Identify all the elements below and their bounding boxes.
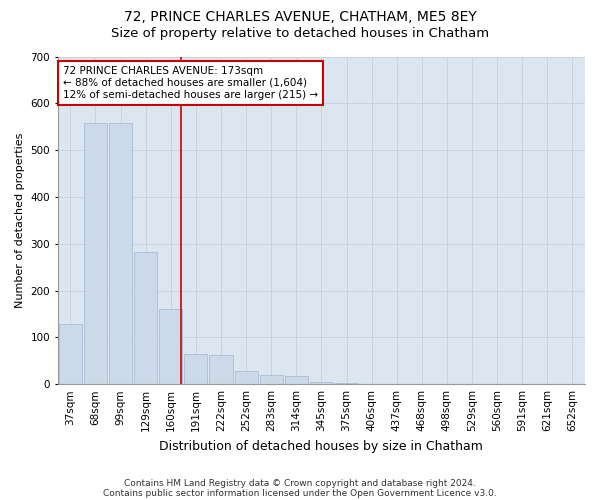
Bar xyxy=(159,310,182,384)
Y-axis label: Number of detached properties: Number of detached properties xyxy=(15,132,25,308)
Bar xyxy=(310,382,333,384)
Bar xyxy=(184,354,208,384)
Bar xyxy=(59,324,82,384)
Bar xyxy=(260,375,283,384)
Bar xyxy=(285,376,308,384)
Bar xyxy=(134,252,157,384)
Bar xyxy=(235,371,257,384)
Text: Contains HM Land Registry data © Crown copyright and database right 2024.: Contains HM Land Registry data © Crown c… xyxy=(124,478,476,488)
X-axis label: Distribution of detached houses by size in Chatham: Distribution of detached houses by size … xyxy=(160,440,484,452)
Bar xyxy=(84,123,107,384)
Bar xyxy=(209,354,233,384)
Text: 72, PRINCE CHARLES AVENUE, CHATHAM, ME5 8EY: 72, PRINCE CHARLES AVENUE, CHATHAM, ME5 … xyxy=(124,10,476,24)
Bar xyxy=(109,123,132,384)
Text: 72 PRINCE CHARLES AVENUE: 173sqm
← 88% of detached houses are smaller (1,604)
12: 72 PRINCE CHARLES AVENUE: 173sqm ← 88% o… xyxy=(63,66,318,100)
Text: Size of property relative to detached houses in Chatham: Size of property relative to detached ho… xyxy=(111,28,489,40)
Bar xyxy=(335,383,358,384)
Text: Contains public sector information licensed under the Open Government Licence v3: Contains public sector information licen… xyxy=(103,488,497,498)
